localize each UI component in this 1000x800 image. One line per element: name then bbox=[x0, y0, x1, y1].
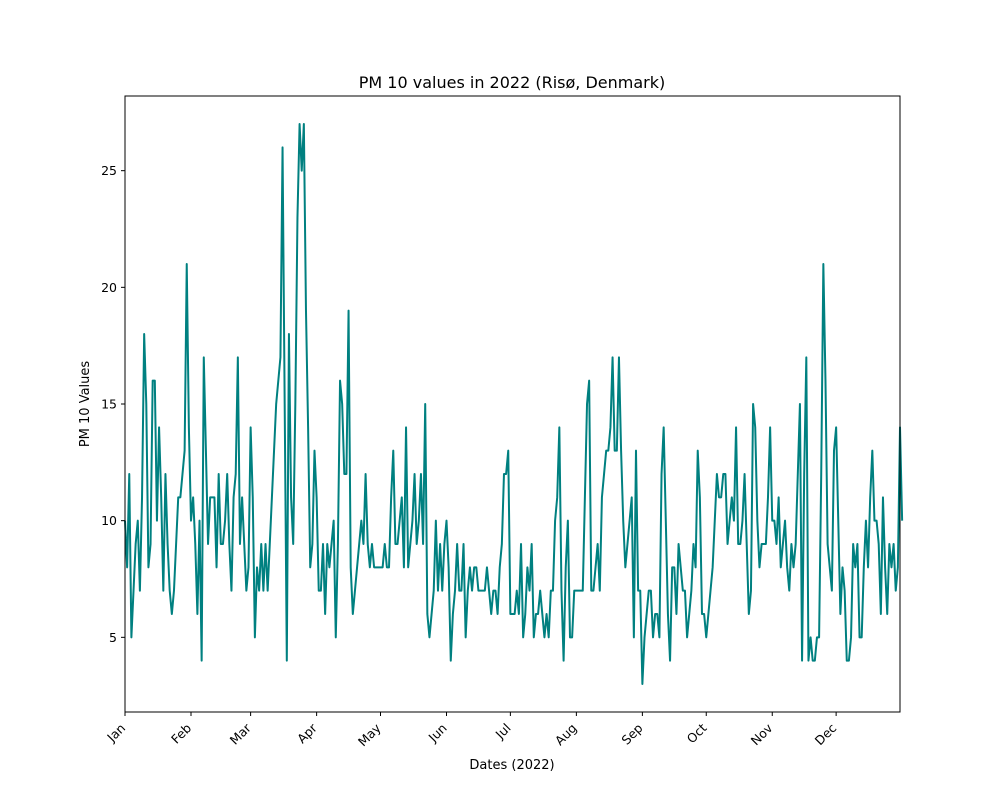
x-tick-label: May bbox=[355, 720, 384, 749]
series-line bbox=[124, 123, 904, 685]
x-tick-label: Feb bbox=[168, 720, 194, 746]
x-axis: Jan Feb Mar Apr May Jun Jul Aug Sep Oct Nov Dec bbox=[103, 712, 839, 749]
x-tick-label: Jun bbox=[425, 720, 450, 745]
y-axis-label: PM 10 Values bbox=[78, 361, 93, 448]
plot-frame bbox=[124, 95, 901, 713]
x-tick-label: Apr bbox=[294, 720, 321, 747]
y-tick-label: 20 bbox=[101, 280, 117, 295]
y-tick-label: 10 bbox=[101, 513, 117, 528]
chart-title: PM 10 values in 2022 (Risø, Denmark) bbox=[359, 73, 665, 92]
x-axis-label: Dates (2022) bbox=[469, 758, 554, 773]
y-axis: 5 10 15 20 25 bbox=[101, 163, 125, 645]
x-tick-label: Dec bbox=[812, 720, 840, 748]
x-tick-label: Mar bbox=[227, 720, 255, 748]
y-tick-label: 25 bbox=[101, 163, 117, 178]
plot-area bbox=[124, 123, 904, 685]
y-tick-label: 15 bbox=[101, 397, 117, 412]
x-tick-label: Jan bbox=[103, 720, 128, 745]
x-tick-label: Sep bbox=[618, 720, 645, 747]
x-tick-label: Aug bbox=[552, 720, 580, 748]
x-tick-label: Nov bbox=[748, 720, 776, 748]
y-tick-label: 5 bbox=[109, 630, 117, 645]
x-tick-label: Oct bbox=[684, 720, 710, 746]
x-tick-label: Jul bbox=[492, 720, 514, 742]
